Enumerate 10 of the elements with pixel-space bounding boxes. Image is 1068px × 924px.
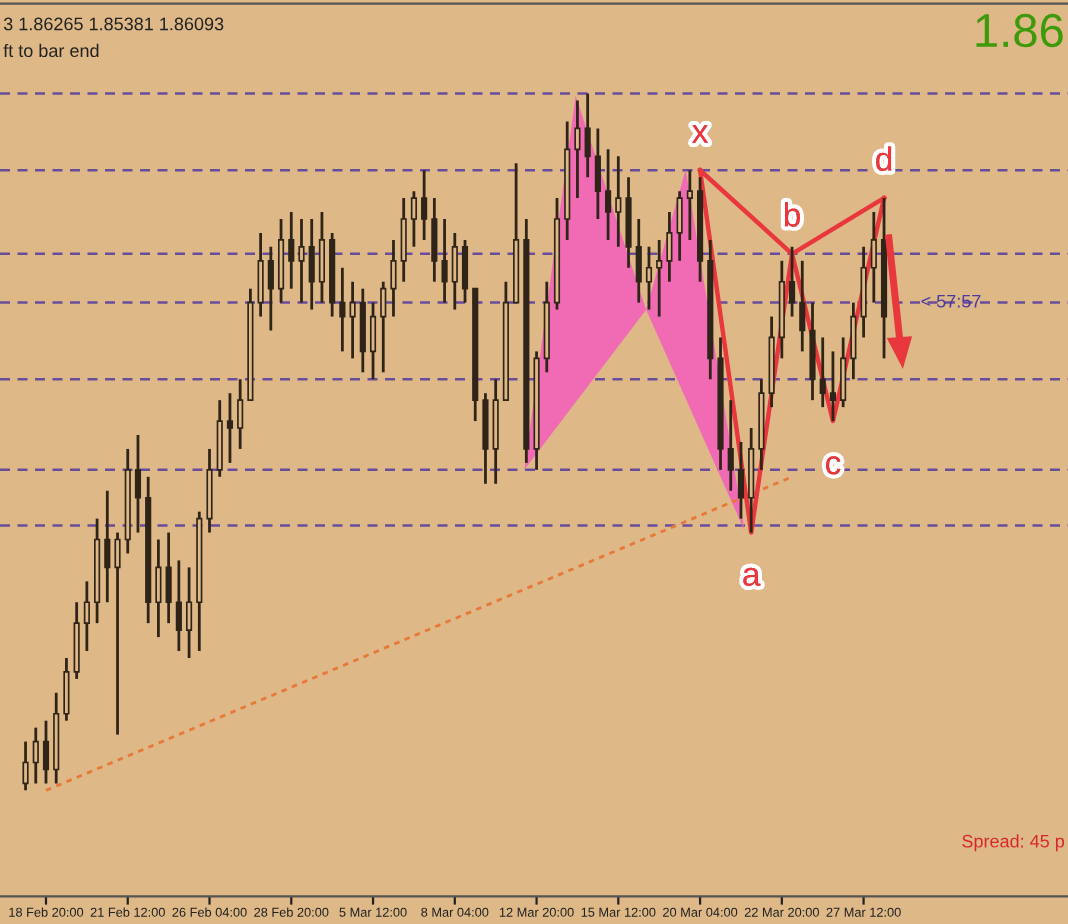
annotation: x [692, 125, 709, 143]
annotation: d [876, 146, 892, 171]
text: 1.86 [976, 13, 1063, 48]
text: 3 1.86265 1.85381 1.86093 [3, 17, 224, 31]
annotation: b [784, 202, 800, 227]
text: < 57:57 [921, 294, 981, 308]
text: ft to bar end [3, 43, 99, 58]
annotation: a [743, 567, 761, 586]
annotation: c [826, 456, 841, 475]
text: Spread: 45 p [962, 834, 1065, 852]
